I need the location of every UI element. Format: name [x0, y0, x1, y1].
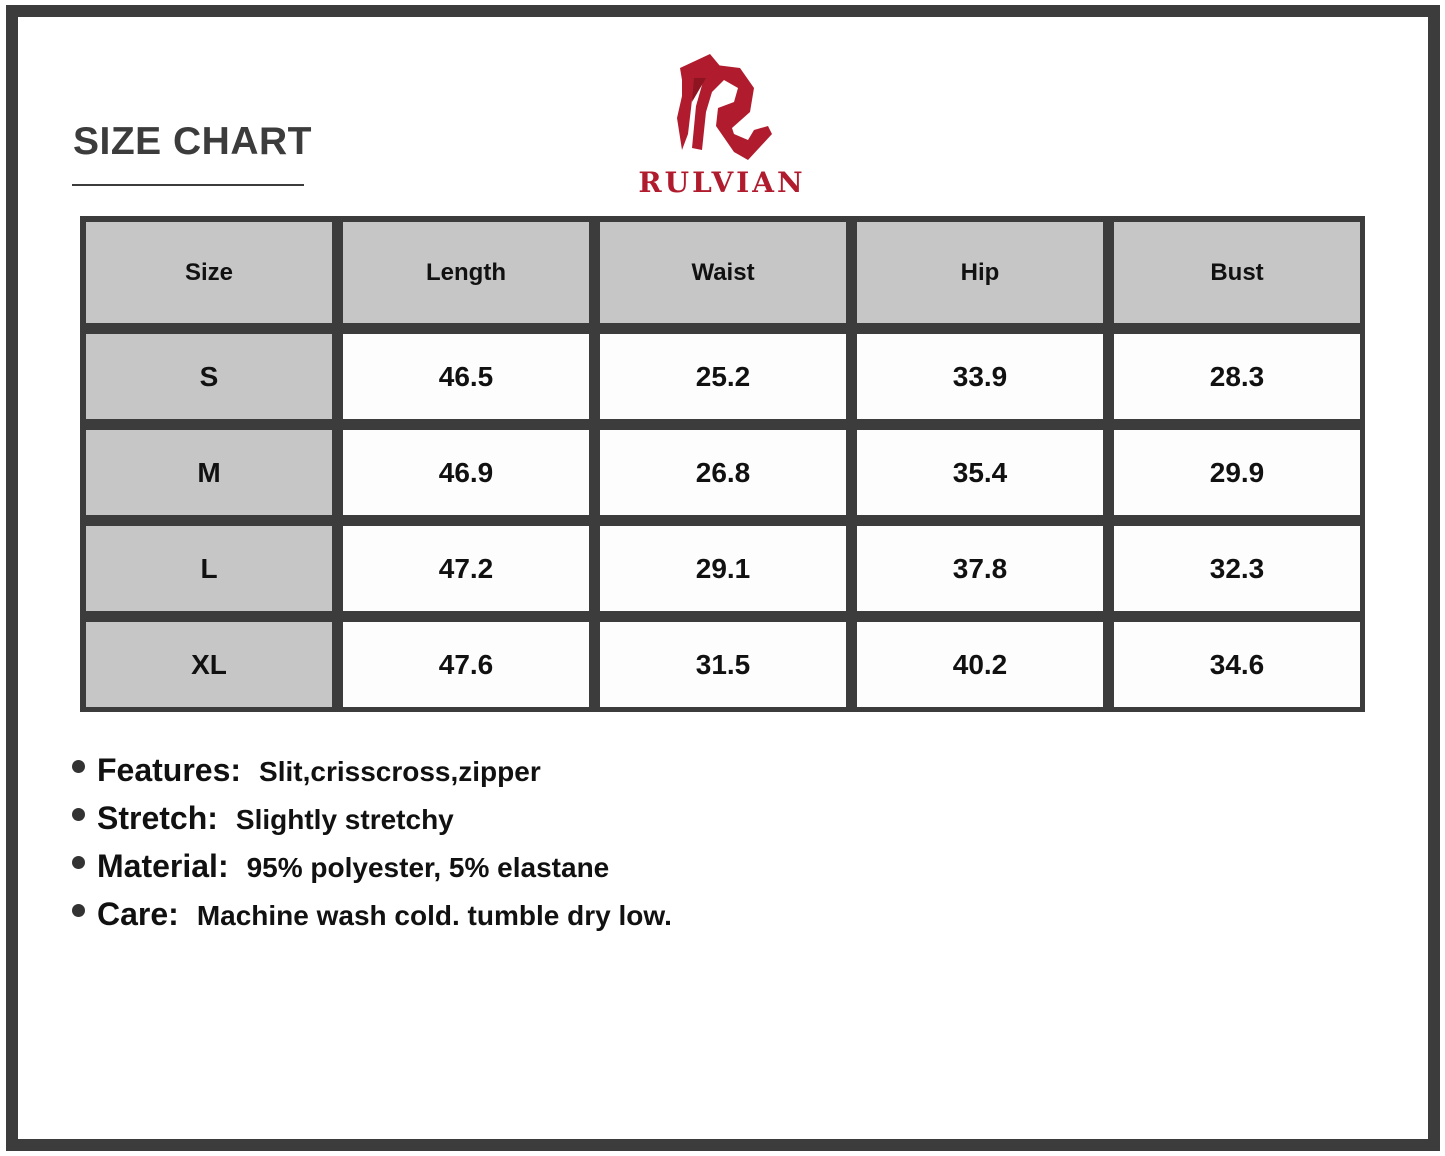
note-label: Stretch: [97, 800, 218, 836]
size-cell: L [86, 526, 332, 611]
bullet-icon [72, 904, 85, 917]
size-cell: S [86, 334, 332, 419]
note-material: Material: 95% polyester, 5% elastane [72, 848, 672, 896]
length-cell: 46.9 [343, 430, 589, 515]
note-label: Features: [97, 752, 242, 788]
bust-cell: 28.3 [1114, 334, 1360, 419]
waist-cell: 25.2 [600, 334, 846, 419]
note-label: Care: [97, 896, 179, 932]
hip-cell: 37.8 [857, 526, 1103, 611]
brand-logo-icon [677, 54, 772, 160]
size-cell: M [86, 430, 332, 515]
length-cell: 46.5 [343, 334, 589, 419]
size-cell: XL [86, 622, 332, 707]
waist-cell: 31.5 [600, 622, 846, 707]
header-waist: Waist [600, 222, 846, 323]
note-stretch: Stretch: Slightly stretchy [72, 800, 672, 848]
note-value: Machine wash cold. tumble dry low. [196, 900, 672, 931]
page-title: SIZE CHART [73, 120, 312, 163]
hip-cell: 35.4 [857, 430, 1103, 515]
bullet-icon [72, 760, 85, 773]
bullet-icon [72, 856, 85, 869]
hip-cell: 40.2 [857, 622, 1103, 707]
waist-cell: 29.1 [600, 526, 846, 611]
bullet-icon [72, 808, 85, 821]
bust-cell: 29.9 [1114, 430, 1360, 515]
waist-cell: 26.8 [600, 430, 846, 515]
note-value: Slit,crisscross,zipper [259, 756, 541, 787]
header-length: Length [343, 222, 589, 323]
header-bust: Bust [1114, 222, 1360, 323]
product-notes: Features: Slit,crisscross,zipper Stretch… [72, 752, 672, 944]
title-underline [72, 184, 304, 186]
note-value: 95% polyester, 5% elastane [246, 852, 610, 883]
bust-cell: 32.3 [1114, 526, 1360, 611]
length-cell: 47.2 [343, 526, 589, 611]
length-cell: 47.6 [343, 622, 589, 707]
brand-name: RULVIAN [638, 166, 806, 199]
size-table: Size Length Waist Hip Bust S 46.5 25.2 3… [80, 216, 1365, 712]
hip-cell: 33.9 [857, 334, 1103, 419]
note-care: Care: Machine wash cold. tumble dry low. [72, 896, 672, 944]
note-value: Slightly stretchy [235, 804, 454, 835]
header-hip: Hip [857, 222, 1103, 323]
note-features: Features: Slit,crisscross,zipper [72, 752, 672, 800]
note-label: Material: [97, 848, 229, 884]
header-size: Size [86, 222, 332, 323]
bust-cell: 34.6 [1114, 622, 1360, 707]
